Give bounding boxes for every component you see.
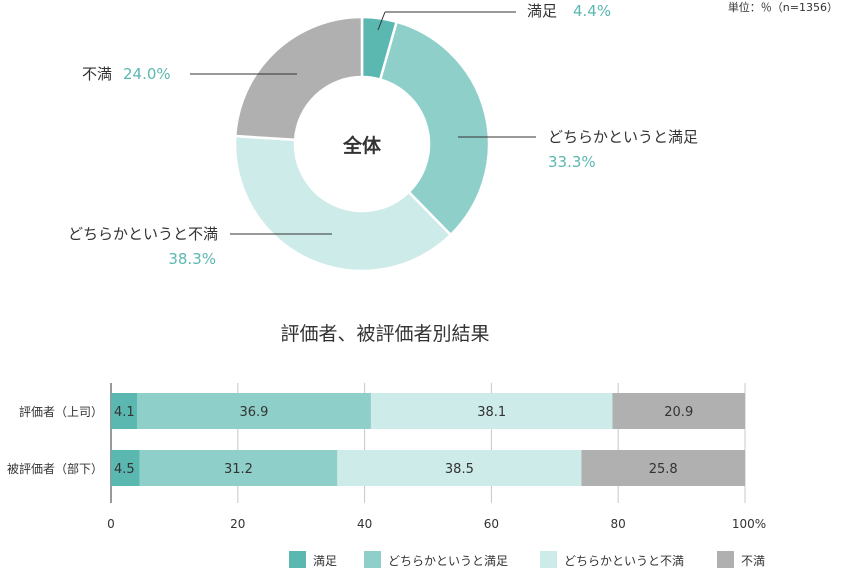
bar-value-label-1-3: 25.8 [649,462,678,477]
legend-label-3: 不満 [741,554,765,568]
bar-segment-1-3 [581,450,745,486]
bar-segment-1-0 [111,450,140,486]
legend-swatch-1 [364,551,381,568]
x-tick-label-2: 40 [357,517,372,531]
category-label-joshi: 評価者（上司） [19,404,103,419]
donut-slice-3 [233,15,364,142]
legend: 満足 どちらかというと満足 どちらかというと不満 不満 [289,551,765,568]
bar-value-label-0-3: 20.9 [664,405,693,420]
bar-value-label-0-1: 36.9 [239,405,268,420]
bar-segment-0-1 [136,393,371,429]
donut-center-label: 全体 [342,134,382,157]
legend-label-0: 満足 [313,554,337,568]
legend-swatch-0 [289,551,306,568]
slice-value-yaya-fuman: 38.3% [168,250,216,268]
donut-callouts: 満足 4.4% どちらかというと満足 33.3% どちらかというと不満 38.3… [68,2,698,268]
slice-name-yaya-fuman: どちらかというと不満 [68,225,218,243]
donut-slice-2 [233,134,453,273]
slice-name-fuman: 不満 [82,65,112,83]
bar-value-label-0-0: 4.1 [114,405,135,420]
legend-swatch-2 [540,551,557,568]
bar-segment-0-3 [612,393,745,429]
bar-value-label-0-2: 38.1 [477,405,506,420]
slice-name-manzoku: 満足 [527,2,557,20]
legend-swatch-3 [717,551,734,568]
x-tick-label-5: 100% [732,517,766,531]
x-tick-label-1: 20 [230,517,245,531]
x-tick-label-4: 80 [611,517,626,531]
bar-value-label-1-1: 31.2 [224,462,253,477]
slice-value-manzoku: 4.4% [573,2,611,20]
x-tick-label-0: 0 [107,517,115,531]
bar-value-label-1-0: 4.5 [114,462,135,477]
donut-chart [233,15,491,273]
bar-segment-1-2 [337,450,582,486]
x-tick-label-3: 60 [484,517,499,531]
legend-label-1: どちらかというと満足 [388,554,508,568]
slice-value-fuman: 24.0% [123,65,171,83]
x-axis-ticks: 0 20 40 60 80 100% [107,517,766,531]
bar-segment-0-2 [370,393,613,429]
slice-value-yaya-manzoku: 33.3% [548,153,596,171]
bar-chart-title: 評価者、被評価者別結果 [280,323,489,345]
category-label-buka: 被評価者（部下） [7,461,103,476]
callout-line-manzoku [377,11,386,31]
bar-segment-1-1 [139,450,338,486]
unit-note: 単位：％（n=1356） [728,0,838,14]
donut-slice-1 [378,20,491,237]
bar-segment-0-0 [111,393,137,429]
bar-chart: 4.1 36.9 38.1 20.9 4.5 31.2 38.5 25.8 [111,393,745,486]
bar-value-label-1-2: 38.5 [445,462,474,477]
legend-label-2: どちらかというと不満 [564,554,684,568]
slice-name-yaya-manzoku: どちらかというと満足 [548,128,698,146]
